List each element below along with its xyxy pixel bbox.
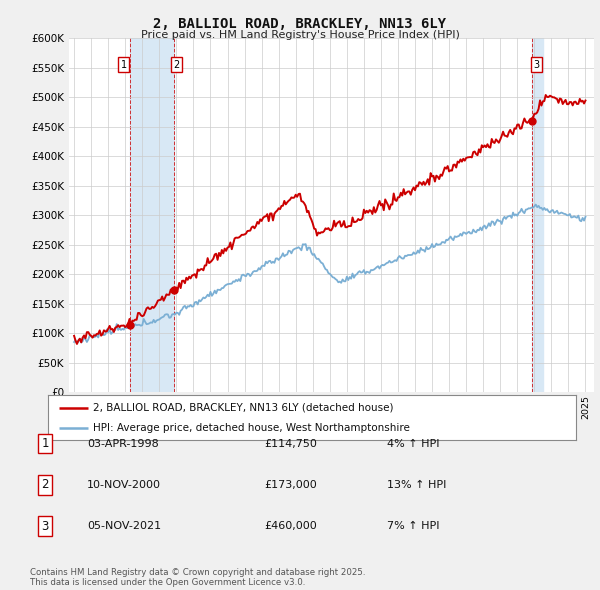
Text: £173,000: £173,000: [264, 480, 317, 490]
Text: 1: 1: [41, 437, 49, 450]
Text: £114,750: £114,750: [264, 439, 317, 448]
Text: Price paid vs. HM Land Registry's House Price Index (HPI): Price paid vs. HM Land Registry's House …: [140, 30, 460, 40]
Text: 2, BALLIOL ROAD, BRACKLEY, NN13 6LY (detached house): 2, BALLIOL ROAD, BRACKLEY, NN13 6LY (det…: [93, 403, 394, 412]
Text: 7% ↑ HPI: 7% ↑ HPI: [387, 522, 439, 531]
Text: £460,000: £460,000: [264, 522, 317, 531]
Text: 2, BALLIOL ROAD, BRACKLEY, NN13 6LY: 2, BALLIOL ROAD, BRACKLEY, NN13 6LY: [154, 17, 446, 31]
Text: 4% ↑ HPI: 4% ↑ HPI: [387, 439, 439, 448]
Text: 2: 2: [41, 478, 49, 491]
Text: 3: 3: [41, 520, 49, 533]
Text: 1: 1: [121, 60, 127, 70]
Text: 2: 2: [173, 60, 179, 70]
Text: 03-APR-1998: 03-APR-1998: [87, 439, 159, 448]
Bar: [130, 38, 174, 392]
Text: 05-NOV-2021: 05-NOV-2021: [87, 522, 161, 531]
Text: HPI: Average price, detached house, West Northamptonshire: HPI: Average price, detached house, West…: [93, 424, 410, 434]
Bar: [532, 38, 543, 392]
Text: Contains HM Land Registry data © Crown copyright and database right 2025.
This d: Contains HM Land Registry data © Crown c…: [30, 568, 365, 587]
Text: 10-NOV-2000: 10-NOV-2000: [87, 480, 161, 490]
Text: 13% ↑ HPI: 13% ↑ HPI: [387, 480, 446, 490]
Text: 3: 3: [533, 60, 539, 70]
